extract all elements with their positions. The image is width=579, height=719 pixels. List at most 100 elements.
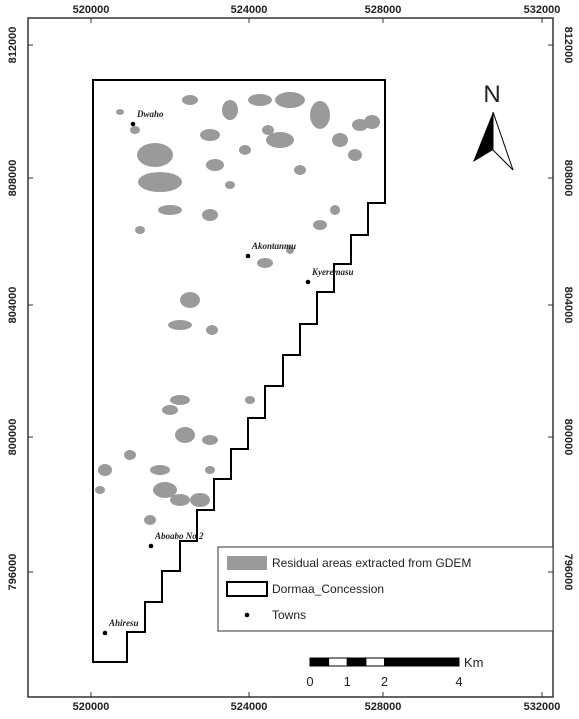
residual-patch (205, 466, 215, 474)
legend-swatch (227, 556, 267, 570)
y-tick-label: 796000 (562, 554, 574, 591)
residual-patch (202, 435, 218, 445)
arrow-right (492, 111, 514, 171)
y-tick-label: 812000 (562, 27, 574, 64)
north-arrow: N (473, 81, 514, 171)
residual-patch (200, 129, 220, 141)
town-label: Kyeremasu (311, 267, 354, 277)
y-tick-label: 804000 (7, 287, 19, 324)
legend: Residual areas extracted from GDEM Dorma… (217, 546, 554, 632)
residual-patch (135, 226, 145, 234)
residual-patch (150, 465, 170, 475)
x-tick-label: 524000 (231, 701, 268, 713)
residual-patch (206, 159, 224, 171)
town-dot (245, 253, 251, 259)
residual-patch (348, 149, 362, 161)
legend-box (217, 546, 554, 632)
residual-patch (330, 205, 340, 215)
y-tick-label: 808000 (7, 160, 19, 197)
residual-patch (364, 115, 380, 129)
y-tick-label: 808000 (562, 160, 574, 197)
residual-patch (225, 181, 235, 189)
residual-patch (98, 464, 112, 476)
y-tick-label: 800000 (7, 419, 19, 456)
coordinate-ticks: 520000 520000 524000 524000 528000 528000 5320… (7, 4, 574, 713)
x-tick-label: 532000 (524, 701, 561, 713)
concession-boundary (92, 79, 386, 663)
residual-patch (116, 109, 124, 115)
legend-label: Residual areas extracted from GDEM (272, 556, 471, 570)
x-tick-label: 520000 (73, 4, 110, 16)
residual-patch (162, 405, 178, 415)
residual-patch (95, 486, 105, 494)
residual-patch (266, 132, 294, 148)
residual-patch (262, 125, 274, 135)
residual-patch (168, 320, 192, 330)
scale-segment (309, 657, 330, 667)
residual-patch (286, 246, 294, 254)
scale-label: 4 (455, 674, 462, 689)
residual-areas (95, 92, 380, 525)
legend-swatch (226, 581, 268, 597)
residual-patch (190, 493, 210, 507)
scale-bar: 0 1 2 4Km (306, 655, 483, 689)
residual-patch (206, 325, 218, 335)
residual-patch (153, 482, 177, 498)
x-tick-label: 528000 (365, 4, 402, 16)
residual-patch (332, 133, 348, 147)
scale-segment (421, 657, 460, 667)
residual-patch (170, 494, 190, 506)
towns: Dwaho Akontanmu Kyeremasu Aboabo No.2 Ah… (102, 109, 354, 636)
y-tick-label: 804000 (562, 287, 574, 324)
residual-patch (310, 101, 330, 129)
residual-patch (182, 95, 198, 105)
town-label: Aboabo No.2 (154, 531, 204, 541)
residual-patch (144, 515, 156, 525)
y-tick-label: 812000 (7, 27, 19, 64)
town-label: Dwaho (136, 109, 164, 119)
scale-unit: Km (464, 655, 484, 670)
residual-patch (158, 205, 182, 215)
residual-patch (275, 92, 305, 108)
town-dot (102, 630, 108, 636)
residual-patch (222, 100, 238, 120)
x-tick-label: 524000 (231, 4, 268, 16)
residual-patch (130, 126, 140, 134)
scale-segment (384, 657, 423, 667)
residual-patch (248, 94, 272, 106)
legend-swatch (244, 612, 250, 618)
y-tick-label: 796000 (7, 554, 19, 591)
legend-label: Dormaa_Concession (272, 582, 384, 596)
residual-patch (257, 258, 273, 268)
residual-patch (180, 292, 200, 308)
scale-segment (328, 657, 348, 667)
north-label: N (483, 81, 500, 108)
residual-patch (245, 396, 255, 404)
residual-patch (138, 172, 182, 192)
town-dot (148, 543, 154, 549)
x-tick-label: 528000 (365, 701, 402, 713)
town-dot (130, 121, 136, 127)
scale-label: 2 (381, 674, 388, 689)
residual-patch (124, 450, 136, 460)
residual-patch (137, 143, 173, 167)
town-label: Akontanmu (251, 241, 296, 251)
y-tick-label: 800000 (562, 419, 574, 456)
residual-patch (239, 145, 251, 155)
residual-patch (202, 209, 218, 221)
residual-patch (175, 427, 195, 443)
scale-segment (346, 657, 367, 667)
residual-patch (294, 165, 306, 175)
x-tick-label: 520000 (73, 701, 110, 713)
arrow-left (473, 112, 493, 162)
legend-label: Towns (272, 608, 306, 622)
town-dot (305, 279, 311, 285)
x-tick-label: 532000 (524, 4, 561, 16)
residual-patch (170, 395, 190, 405)
scale-label: 1 (344, 674, 351, 689)
residual-patch (313, 220, 327, 230)
scale-label: 0 (306, 674, 313, 689)
town-label: Ahiresu (108, 618, 139, 628)
scale-segment (365, 657, 385, 667)
